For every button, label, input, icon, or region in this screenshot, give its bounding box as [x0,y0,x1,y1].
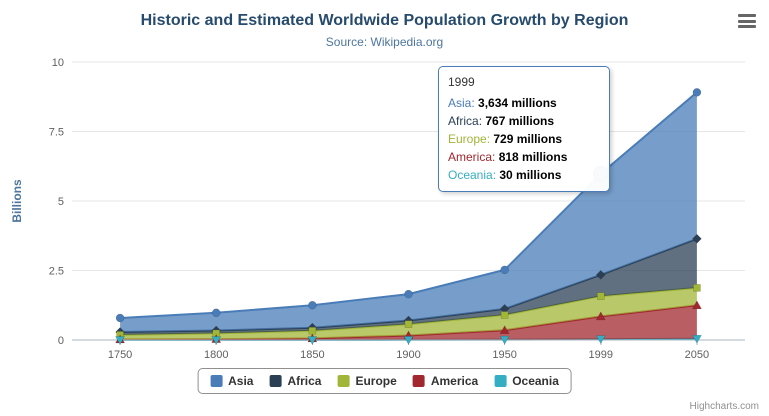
legend-item-america[interactable]: America [412,374,479,388]
x-axis-label: 1900 [396,349,420,361]
point-marker-square[interactable] [308,327,317,335]
point-marker-triangle-down[interactable] [307,336,318,345]
legend-item-oceania[interactable]: Oceania [494,374,559,388]
chart-title: Historic and Estimated Worldwide Populat… [140,12,629,29]
export-menu-button[interactable] [738,14,756,28]
legend-label: America [430,374,479,388]
tooltip-series-value: 3,634 millions [478,96,557,110]
tooltip-separator: : [492,168,500,182]
tooltip-series-name: Africa [448,114,479,128]
tooltip-separator: : [478,114,486,128]
legend-swatch [269,375,282,387]
point-marker-square[interactable] [404,320,413,328]
point-marker-triangle[interactable] [595,311,606,321]
tooltip-header: 1999 [448,75,475,89]
point-marker-square[interactable] [597,292,605,300]
y-axis-label: 2.5 [49,266,64,278]
point-marker-triangle[interactable] [692,300,702,310]
point-marker-circle[interactable] [211,308,221,318]
point-marker-square[interactable] [693,284,701,292]
point-marker-triangle-down[interactable] [403,336,414,345]
hamburger-icon [738,19,756,23]
tooltip-series-value: 767 millions [485,114,555,128]
point-marker-triangle-down[interactable] [595,335,606,345]
point-marker-diamond[interactable] [692,233,702,244]
tooltip-series-name: Europe [448,132,487,146]
tooltip-rows: Asia: 3,634 millions Africa: 767 millions… [448,94,600,184]
point-marker-triangle-down[interactable] [499,335,510,345]
x-axis-label: 1950 [492,349,516,361]
legend-swatch [210,375,223,387]
point-marker-circle[interactable] [692,88,702,97]
legend-item-europe[interactable]: Europe [337,374,397,388]
point-marker-circle[interactable] [115,313,125,323]
tooltip: 1999 Asia: 3,634 millions Africa: 767 mil… [438,66,610,192]
y-axis-label: 7.5 [49,127,64,139]
point-marker-square[interactable] [500,311,509,319]
legend-item-asia[interactable]: Asia [210,374,253,388]
legend-label: Oceania [512,374,559,388]
area-asia[interactable] [120,92,697,332]
legend-label: Europe [355,374,397,388]
point-marker-triangle-down[interactable] [692,334,702,344]
x-axis-label: 1750 [108,349,132,361]
chart-subtitle: Source: Wikipedia.org [325,35,444,49]
legend: Asia Africa Europe America Oceania [197,368,572,394]
point-marker-diamond[interactable] [595,269,606,280]
tooltip-row: Asia: 3,634 millions [448,94,600,112]
x-axis-label: 1800 [204,349,228,361]
legend-swatch [337,375,350,387]
point-marker-triangle[interactable] [499,325,510,334]
tooltip-row: Africa: 767 millions [448,112,600,130]
tooltip-series-name: Asia [448,96,472,110]
point-marker-circle[interactable] [308,300,317,310]
hamburger-icon [738,25,756,28]
point-marker-triangle-down[interactable] [115,336,125,345]
tooltip-series-value: 729 millions [493,132,563,146]
tooltip-separator: : [471,96,479,110]
point-marker-circle[interactable] [500,265,509,275]
tooltip-separator: : [486,132,494,146]
legend-swatch [412,375,425,387]
legend-label: Africa [287,374,322,388]
legend-item-africa[interactable]: Africa [269,374,321,388]
y-axis-label: 0 [58,335,64,347]
legend-swatch [494,375,507,387]
area-america[interactable] [120,305,697,340]
legend-label: Asia [228,374,254,388]
y-axis-label: 5 [58,196,64,208]
tooltip-series-value: 30 millions [499,168,562,182]
tooltip-row: Europe: 729 millions [448,130,600,148]
point-marker-triangle-down[interactable] [211,336,222,345]
hamburger-icon [738,14,756,17]
area-africa[interactable] [120,238,697,335]
tooltip-series-name: America [448,150,493,164]
y-axis-label: 10 [52,57,64,69]
credits-link[interactable]: Highcharts.com [689,401,759,412]
x-axis-label: 1850 [300,349,324,361]
x-axis-label: 1999 [589,349,613,361]
y-axis-title: Billions [10,179,24,223]
tooltip-row: America: 818 millions [448,148,600,166]
tooltip-series-name: Oceania [448,168,493,182]
x-axis-label: 2050 [685,349,709,361]
tooltip-separator: : [492,150,499,164]
point-marker-circle[interactable] [404,289,413,299]
tooltip-row: Oceania: 30 millions [448,166,600,184]
tooltip-series-value: 818 millions [498,150,568,164]
